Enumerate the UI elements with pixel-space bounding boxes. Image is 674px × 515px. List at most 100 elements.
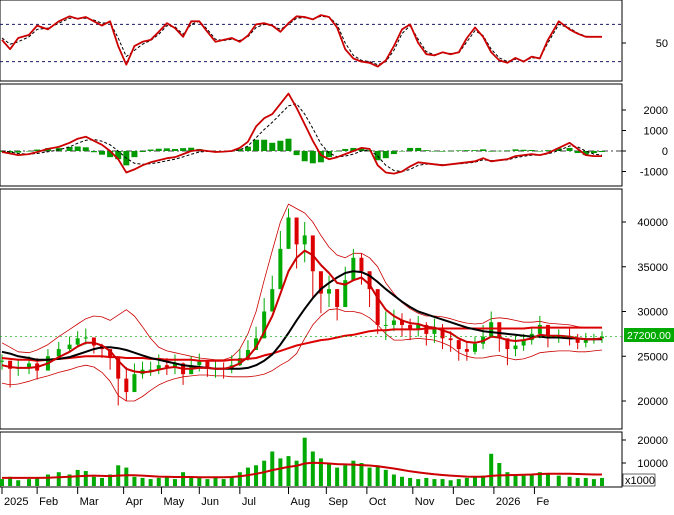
macd-histogram-bar <box>26 151 33 152</box>
candle-body <box>583 340 588 343</box>
candle-body <box>27 363 32 367</box>
macd-histogram-bar <box>269 142 276 151</box>
candle-body <box>164 365 169 367</box>
time-tick-label: Mar <box>80 496 99 508</box>
volume-bar <box>416 479 421 486</box>
macd-histogram-bar <box>512 149 519 151</box>
volume-bar <box>181 472 186 486</box>
macd-histogram-bar <box>463 150 470 151</box>
macd-histogram-bar <box>520 149 527 151</box>
macd-histogram-bar <box>326 151 333 158</box>
candle-body <box>56 349 61 357</box>
time-axis: 2025 Feb Mar Apr May Jun Jul Aug Sep Oct Nov Dec 202… <box>1 487 549 508</box>
candle-body <box>359 257 364 272</box>
price-panel: 40000 35000 30000 25000 20000 <box>0 203 668 408</box>
candle-body <box>83 337 88 339</box>
macd-histogram-bar <box>382 151 389 159</box>
volume-bar <box>310 451 315 486</box>
volume-bar <box>343 465 348 486</box>
candle-body <box>448 338 453 341</box>
macd-histogram-bar <box>107 151 114 158</box>
candle-body <box>456 340 461 350</box>
last-price-label: 27200.00 <box>627 330 671 342</box>
volume-bar <box>205 479 210 486</box>
volume-bar <box>456 479 461 486</box>
candle-body <box>575 338 580 343</box>
volume-bar <box>391 474 396 486</box>
candle-body <box>335 289 340 308</box>
macd-histogram-bar <box>99 151 105 155</box>
volume-bar <box>432 479 437 486</box>
volume-bar <box>262 460 267 486</box>
volume-bar <box>45 474 50 486</box>
macd-histogram-bar <box>374 151 381 161</box>
candle-body <box>91 337 96 346</box>
volume-panel: 20000 10000 <box>0 435 668 486</box>
macd-histogram-bar <box>82 147 89 151</box>
volume-bar <box>375 465 380 486</box>
macd-histogram-bar <box>480 149 487 151</box>
volume-bar <box>156 477 161 486</box>
volume-bar <box>56 472 61 486</box>
macd-histogram-bar <box>90 151 97 153</box>
candle-body <box>513 345 518 350</box>
volume-bar <box>35 477 40 486</box>
moving-average-long <box>1 326 602 362</box>
macd-histogram-bar <box>115 151 122 160</box>
macd-histogram-bar <box>66 146 73 151</box>
stochastic-panel: 50 <box>0 14 668 68</box>
macd-tick-label: 2000 <box>644 105 668 117</box>
macd-histogram-bar <box>334 151 341 152</box>
volume-bar <box>383 469 388 486</box>
volume-bar <box>75 469 80 486</box>
volume-bar <box>172 479 177 486</box>
volume-unit-label: x1000 <box>625 475 655 487</box>
volume-bar <box>408 477 413 486</box>
price-tick-label: 25000 <box>637 351 668 363</box>
volume-bar <box>278 458 283 486</box>
volume-moving-average <box>2 461 602 479</box>
volume-bar <box>254 465 259 486</box>
volume-bar <box>124 467 129 486</box>
macd-histogram-bar <box>599 151 605 153</box>
time-tick-label: Fe <box>536 496 549 508</box>
macd-histogram-bar <box>301 151 308 162</box>
macd-histogram-bar <box>555 148 562 151</box>
candle-body <box>327 289 332 294</box>
macd-histogram-bar <box>188 147 195 151</box>
volume-bar <box>481 475 486 486</box>
candle-body <box>351 257 356 281</box>
macd-histogram-bar <box>171 148 178 151</box>
macd-histogram-bar <box>528 149 535 151</box>
macd-histogram-bar <box>455 150 462 151</box>
last-price-marker <box>624 328 674 342</box>
candle-body <box>197 361 202 366</box>
candle-body <box>8 360 13 369</box>
candle-body <box>0 360 4 362</box>
macd-histogram-bar <box>350 147 357 151</box>
volume-bar <box>286 456 291 486</box>
macd-histogram-bar <box>309 151 316 164</box>
volume-bar <box>67 474 72 486</box>
volume-bar <box>529 474 534 486</box>
candle-body <box>132 374 137 393</box>
macd-histogram-bar <box>431 151 438 152</box>
candle-body <box>497 322 502 339</box>
stochastic-main-line <box>1 14 602 68</box>
candle-body <box>545 324 550 339</box>
time-tick-label: 2025 <box>4 496 28 508</box>
time-tick-label: Feb <box>39 496 58 508</box>
price-tick-label: 30000 <box>637 307 668 319</box>
candle-body <box>254 338 259 350</box>
volume-bar <box>148 479 153 486</box>
macd-histogram-bar <box>293 151 300 156</box>
candle-body <box>237 358 242 366</box>
price-tick-label: 40000 <box>637 217 668 229</box>
volume-bar <box>140 477 145 486</box>
macd-histogram-bar <box>155 148 162 151</box>
candle-body <box>302 235 307 245</box>
macd-histogram-bar <box>471 150 478 151</box>
candle-body <box>464 349 469 352</box>
macd-histogram-bar <box>423 150 430 151</box>
candle-body <box>416 324 421 330</box>
